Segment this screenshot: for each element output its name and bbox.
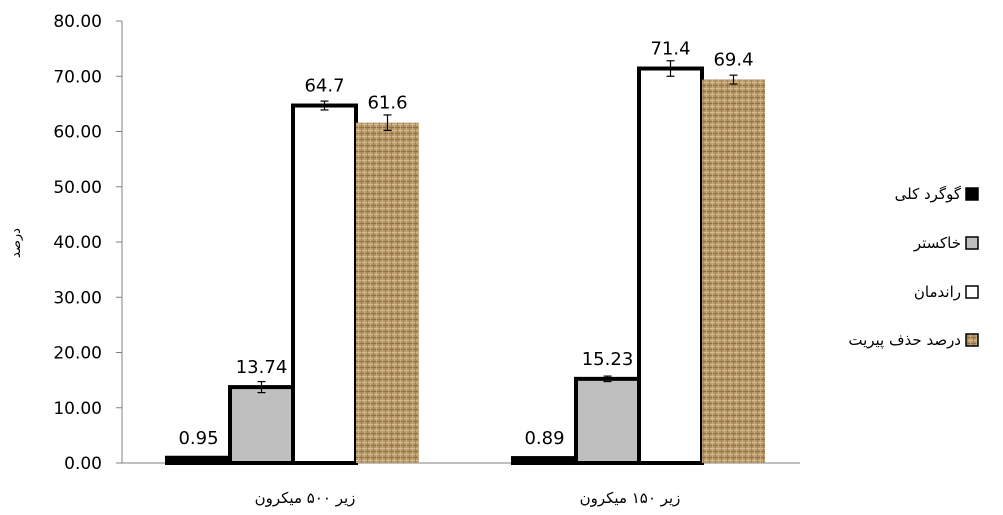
data-label: 0.89 [524,428,564,449]
bar [291,103,358,465]
legend-label: راندمان [914,283,961,301]
bar [637,66,704,465]
data-label: 61.6 [367,93,407,114]
bars-layer [165,60,765,466]
legend-label: خاکستر [913,234,961,252]
legend-swatch [965,333,979,347]
data-label: 0.95 [178,428,218,449]
y-tick-label: 10.00 [53,399,102,419]
legend: گوگرد کلی خاکستر راندمان درصد حذف پیریت [848,185,979,350]
data-label: 69.4 [713,50,753,71]
y-tick-label: 50.00 [53,178,102,198]
legend-swatch [965,285,979,299]
legend-swatch [965,187,979,201]
y-axis-title: درصد [9,228,24,258]
y-tick-label: 0.00 [64,454,102,474]
y-tick-label: 80.00 [53,12,102,32]
bar [356,122,419,463]
axis-layer: 0.00 10.00 20.00 30.00 40.00 50.00 60.00 70.00 8… [53,12,800,474]
category-label: زیر ۱۵۰ میکرون [580,489,681,507]
bar [702,79,765,463]
category-label: زیر ۵۰۰ میکرون [255,489,356,507]
data-label: 71.4 [650,39,690,60]
data-label: 13.74 [236,357,288,378]
legend-swatch [965,236,979,250]
y-tick-label: 60.00 [53,123,102,143]
y-tick-label: 20.00 [53,344,102,364]
data-label: 64.7 [304,76,344,97]
bar [228,385,295,465]
y-tick-label: 40.00 [53,233,102,253]
legend-label: درصد حذف پیریت [848,331,961,350]
bar [574,376,641,465]
y-tick-label: 30.00 [53,288,102,308]
legend-label: گوگرد کلی [895,185,962,203]
y-tick-label: 70.00 [53,67,102,87]
data-label: 15.23 [582,349,634,370]
labels-layer: 0.95 0.89 13.74 15.23 64.7 71.4 61.6 69.4 زیر ۵۰… [178,39,753,507]
